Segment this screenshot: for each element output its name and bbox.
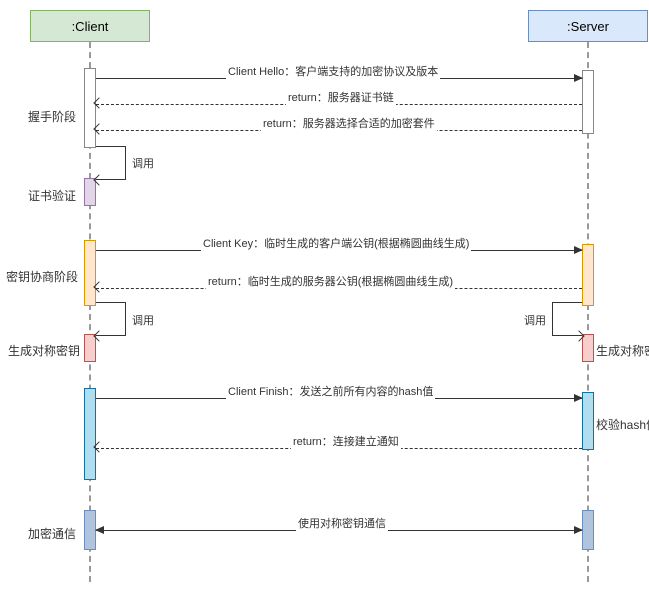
activation-server-genkey <box>582 334 594 362</box>
self-call-cert <box>96 146 126 180</box>
msg-client-finish: Client Finish：发送之前所有内容的hash值 <box>96 398 582 399</box>
activation-server-keyneg <box>582 244 594 306</box>
label-call3: 调用 <box>522 312 548 328</box>
label-gen-key-client: 生成对称密钥 <box>8 342 80 359</box>
msg-server-key: return：临时生成的服务器公钥(根据椭圆曲线生成) <box>96 288 582 289</box>
activation-server-encrypted <box>582 510 594 550</box>
label-call2: 调用 <box>130 312 156 328</box>
activation-client-keyneg <box>84 240 96 306</box>
label-call1: 调用 <box>130 155 156 171</box>
label-key-negotiation: 密钥协商阶段 <box>6 268 78 285</box>
activation-cert-verify <box>84 178 96 206</box>
msg-cert-chain: return：服务器证书链 <box>96 104 582 105</box>
participant-server-label: :Server <box>567 19 609 34</box>
activation-client-genkey <box>84 334 96 362</box>
msg-client-key: Client Key：临时生成的客户端公钥(根据椭圆曲线生成) <box>96 250 582 251</box>
label-hash-check: 校验hash值 <box>596 416 649 433</box>
activation-server-handshake <box>582 70 594 134</box>
participant-client: :Client <box>30 10 150 42</box>
self-call-genkey-client <box>96 302 126 336</box>
label-cert-verify: 证书验证 <box>28 187 76 204</box>
label-gen-key-server: 生成对称密钥 <box>596 342 649 359</box>
participant-client-label: :Client <box>72 19 109 34</box>
msg-client-hello: Client Hello：客户端支持的加密协议及版本 <box>96 78 582 79</box>
msg-connection-established: return：连接建立通知 <box>96 448 582 449</box>
participant-server: :Server <box>528 10 648 42</box>
sequence-diagram: :Client :Server 握手阶段 证书验证 密钥协商阶段 生成对称密钥 … <box>0 0 649 591</box>
activation-client-finish <box>84 388 96 480</box>
msg-cipher-suite: return：服务器选择合适的加密套件 <box>96 130 582 131</box>
label-encrypted: 加密通信 <box>28 525 76 542</box>
label-handshake: 握手阶段 <box>28 108 76 125</box>
activation-server-finish <box>582 392 594 450</box>
activation-client-handshake <box>84 68 96 148</box>
msg-encrypted-comm: 使用对称密钥通信 <box>96 530 582 531</box>
self-call-genkey-server <box>552 302 582 336</box>
